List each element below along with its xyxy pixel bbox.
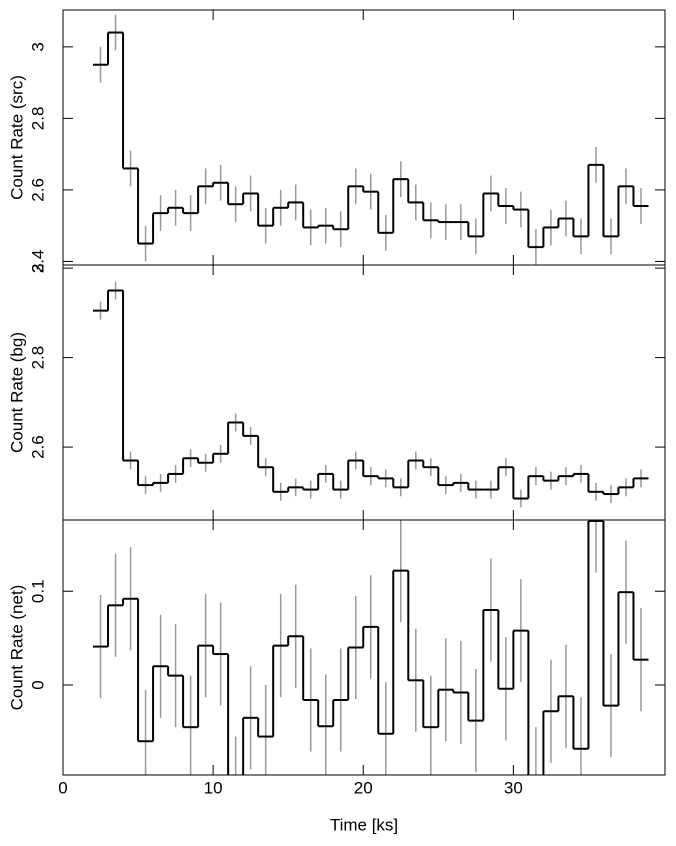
panel <box>93 14 649 265</box>
x-tick-label: 10 <box>204 778 223 797</box>
y-tick-label: 2.6 <box>28 178 47 202</box>
y-axis-label: Count Rate (net) <box>7 585 26 711</box>
x-axis-label: Time [ks] <box>330 815 398 834</box>
plot-frame <box>62 519 666 776</box>
plot-frame <box>62 264 666 521</box>
y-tick-label: 3 <box>28 42 47 51</box>
y-tick-label: 2.4 <box>28 250 47 274</box>
y-tick-label: 2.8 <box>28 346 47 370</box>
x-tick-label: 30 <box>504 778 523 797</box>
y-tick-label: 0 <box>28 680 47 689</box>
x-tick-label: 20 <box>354 778 373 797</box>
panel <box>93 520 649 775</box>
y-axis-label: Count Rate (src) <box>7 75 26 200</box>
y-tick-label: 2.8 <box>28 107 47 131</box>
y-tick-label: 0.1 <box>28 579 47 603</box>
y-axis-label: Count Rate (bg) <box>7 332 26 453</box>
y-tick-label: 3 <box>28 263 47 272</box>
panel <box>93 281 649 508</box>
x-tick-label: 0 <box>58 778 67 797</box>
y-tick-label: 2.6 <box>28 435 47 459</box>
